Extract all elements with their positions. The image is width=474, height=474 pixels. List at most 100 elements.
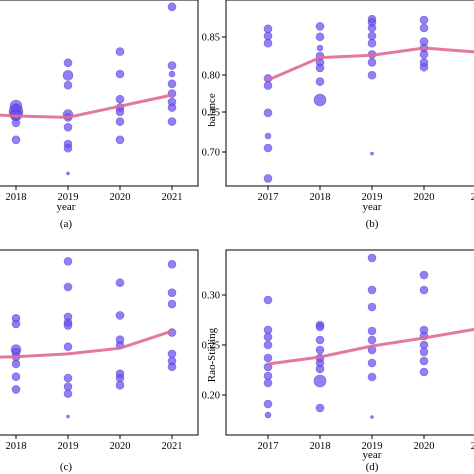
x-tick-label: 2021	[162, 192, 183, 203]
data-point	[315, 403, 325, 413]
data-point	[367, 31, 377, 41]
data-point	[115, 278, 125, 288]
plot-frame	[225, 249, 474, 436]
data-point	[167, 117, 177, 126]
plot-frame	[0, 249, 199, 436]
plot-frame	[225, 0, 474, 187]
y-tick-label: 0.30	[202, 291, 220, 302]
plot-area	[263, 14, 474, 183]
chart-panel-1: 2017201820192020200.700.750.800.85yearba…	[202, 0, 474, 230]
x-axis-label: year	[363, 201, 382, 213]
y-tick-label: 0.20	[202, 391, 220, 402]
x-tick-label: 2017	[258, 441, 279, 452]
data-point	[11, 319, 21, 329]
data-point	[115, 94, 125, 104]
data-point	[115, 380, 125, 390]
y-tick-label: 0.25	[202, 341, 220, 352]
plot-area	[0, 2, 177, 176]
data-point	[263, 143, 273, 153]
data-point	[115, 373, 125, 383]
x-tick-label: 2017	[258, 192, 279, 203]
data-point	[63, 80, 73, 90]
data-point	[263, 332, 273, 342]
data-point	[66, 171, 70, 176]
x-tick-label: 2020	[414, 192, 435, 203]
data-point	[370, 151, 374, 156]
data-point	[167, 299, 177, 309]
plot-area	[263, 253, 474, 419]
data-point	[367, 285, 377, 295]
data-point	[63, 282, 73, 292]
data-point	[63, 373, 73, 383]
data-point	[315, 22, 325, 31]
data-point	[263, 340, 273, 350]
data-point	[313, 93, 327, 107]
data-point	[315, 63, 325, 73]
data-point	[263, 31, 273, 41]
data-point	[115, 135, 125, 145]
x-tick-label: 2020	[110, 192, 131, 203]
data-point	[315, 364, 325, 374]
data-point	[115, 69, 125, 79]
x-tick-label: 2020	[110, 441, 131, 452]
y-axis-label: balance	[206, 93, 218, 127]
data-point	[263, 353, 273, 363]
data-point	[419, 62, 429, 72]
y-tick-label: 0.70	[202, 148, 220, 159]
data-point	[11, 135, 21, 145]
data-point	[315, 32, 325, 42]
data-point	[263, 81, 273, 90]
data-point	[419, 23, 429, 33]
data-point	[167, 2, 177, 12]
data-point	[62, 70, 74, 81]
data-point	[263, 378, 273, 388]
data-point	[419, 356, 429, 366]
data-point	[263, 108, 273, 118]
data-point	[419, 50, 429, 59]
y-axis-label: Rao-Stirling	[206, 327, 218, 382]
data-point	[367, 38, 377, 48]
data-point	[315, 322, 325, 332]
x-tick-label: 20	[471, 441, 474, 452]
x-tick-label: 2019	[58, 441, 79, 452]
data-point	[115, 117, 125, 126]
data-point	[63, 382, 73, 391]
plot-area	[0, 257, 177, 419]
chart-panel-2: 2018 2019 2020 2021 (c)	[0, 249, 199, 473]
data-point	[11, 118, 21, 128]
data-point	[263, 399, 273, 409]
data-point	[315, 335, 325, 345]
data-point	[367, 326, 377, 336]
trend-line	[267, 46, 474, 82]
y-tick-label: 0.80	[202, 71, 220, 82]
data-point	[63, 321, 73, 330]
x-tick-label: 2019	[362, 441, 383, 452]
data-point	[63, 257, 73, 266]
data-point	[63, 58, 73, 68]
data-point	[367, 253, 377, 263]
data-point	[63, 342, 73, 352]
panel-label: (b)	[366, 218, 379, 230]
data-point	[115, 107, 125, 117]
data-point	[315, 77, 325, 86]
chart-panel-0: 2018 2019 2020 2021 year (a)	[0, 0, 199, 230]
trend-line	[0, 329, 173, 359]
x-axis-label: year	[57, 201, 76, 213]
data-point	[419, 347, 429, 357]
data-point	[370, 415, 374, 419]
data-point	[167, 288, 177, 297]
data-point	[367, 23, 377, 33]
trend-line	[267, 327, 474, 366]
data-point	[367, 70, 377, 80]
data-point	[167, 61, 177, 70]
data-point	[367, 58, 377, 67]
x-tick-label: 2018	[310, 192, 331, 203]
chart-panel-3: 2017201820192020200.200.250.30yearRao-St…	[202, 249, 474, 473]
data-point	[263, 38, 273, 48]
x-tick-label: 2020	[414, 441, 435, 452]
data-point	[63, 143, 73, 153]
data-point	[367, 302, 377, 312]
x-tick-label: 2019	[58, 192, 79, 203]
y-tick-label: 0.85	[202, 33, 220, 44]
